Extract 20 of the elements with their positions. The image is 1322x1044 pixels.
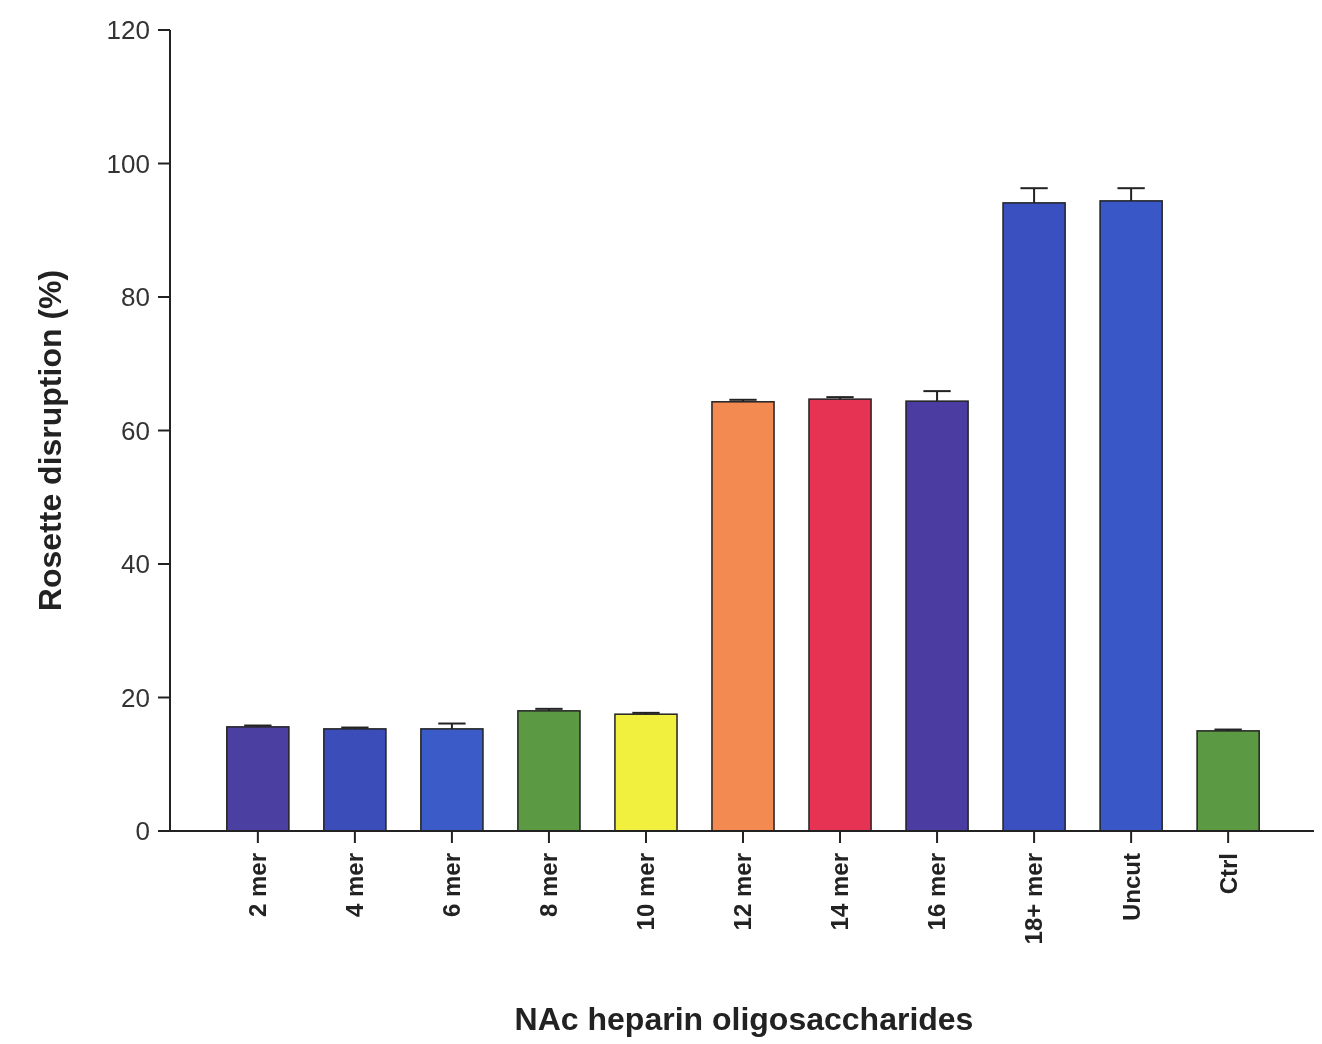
- y-tick-label: 80: [121, 282, 150, 313]
- y-axis-title: Rosette disruption (%): [32, 269, 69, 612]
- y-tick-label: 20: [121, 682, 150, 713]
- y-tick-label: 40: [121, 549, 150, 580]
- x-tick-label: 10 mer: [632, 853, 660, 931]
- y-tick-label: 120: [106, 15, 150, 46]
- x-tick-label: 4 mer: [341, 853, 369, 918]
- x-tick-label: 2 mer: [244, 853, 272, 918]
- y-tick-label: 0: [135, 816, 150, 847]
- x-tick-label: 18+ mer: [1020, 853, 1048, 945]
- x-tick-label: 6 mer: [438, 853, 466, 918]
- y-tick-label: 60: [121, 415, 150, 446]
- x-tick-label: Ctrl: [1214, 853, 1242, 895]
- x-tick-label: Uncut: [1117, 853, 1145, 921]
- x-tick-label: 16 mer: [923, 853, 951, 931]
- x-axis-title: NAc heparin oligosaccharides: [514, 1001, 974, 1037]
- x-tick-label: 12 mer: [729, 853, 757, 931]
- x-tick-label: 14 mer: [826, 853, 854, 931]
- x-tick-label: 8 mer: [535, 853, 563, 918]
- y-tick-label: 100: [106, 148, 150, 179]
